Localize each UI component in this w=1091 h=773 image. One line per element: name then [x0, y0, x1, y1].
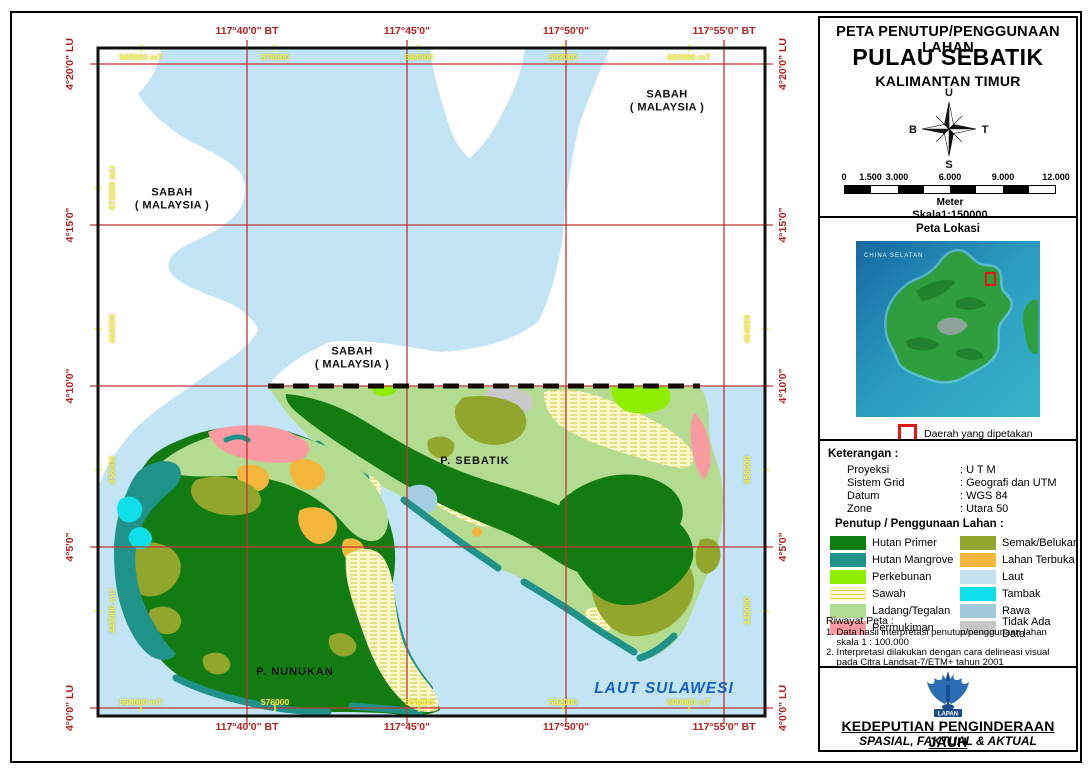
scale-bar-strip: [844, 185, 1056, 194]
compass-rose-icon: U T S B: [909, 87, 989, 171]
legend-swatch: [960, 535, 996, 550]
compass-north: U: [945, 87, 953, 99]
legend-swatch: [830, 603, 866, 618]
lapan-logo-text: LAPAN: [938, 712, 958, 718]
legend-item: Hutan Mangrove: [830, 551, 953, 568]
keterangan-row: Proyeksi : U T M: [847, 464, 996, 476]
scale-tick: 6.000: [938, 172, 962, 182]
scale-tick: 0: [841, 172, 847, 182]
sawah-area: [544, 389, 694, 469]
title-box: PETA PENUTUP/PENGGUNAAN LAHAN PULAU SEBA…: [818, 16, 1078, 222]
legend-item: Permukiman: [830, 619, 953, 636]
legend-swatch: [830, 569, 866, 584]
permukiman-strip: [690, 412, 711, 480]
legend-swatch: [830, 620, 866, 635]
keterangan-row: Datum : WGS 84: [847, 490, 1008, 502]
legend-item: Ladang/Tegalan: [830, 602, 953, 619]
organization-name: KEDEPUTIAN PENGINDERAAN JAUH: [841, 718, 1055, 750]
legend-swatch: [960, 603, 996, 618]
legend-item: Semak/Belukar: [960, 534, 1077, 551]
scale-tick: 12.000: [1042, 172, 1070, 182]
legend-swatch: [830, 552, 866, 567]
legend-item: Lahan Terbuka: [960, 551, 1077, 568]
lapan-logo-icon: LAPAN: [927, 671, 969, 718]
graticule: [90, 40, 773, 724]
scale-tick: 1.500: [859, 172, 882, 182]
legend-item: Perkebunan: [830, 568, 953, 585]
map-frame: [96, 46, 767, 718]
lahan-terbuka-patch: [472, 527, 482, 537]
legend-swatch: [960, 620, 996, 635]
location-map-box: Peta Lokasi CHINA SELATAN Daerah yang di…: [818, 216, 1078, 445]
location-inset-map: CHINA SELATAN: [856, 241, 1040, 417]
landuse-legend-left: Hutan Primer Hutan Mangrove Perkebunan S…: [830, 534, 953, 636]
riwayat-line: pada Citra Landsat-7/ETM+ tahun 2001: [826, 657, 1004, 668]
legend-box: Keterangan : Proyeksi : U T M Sistem Gri…: [818, 439, 1078, 672]
map-region: KALIMANTAN TIMUR: [875, 73, 1021, 89]
keterangan-title: Keterangan :: [828, 448, 899, 460]
scale-bar: 0 1.500 3.000 6.000 9.000 12.000 Meter Skala1…: [841, 172, 1069, 221]
mapped-area-marker: [984, 271, 997, 287]
keterangan-row: Zone : Utara 50: [847, 503, 1009, 515]
scale-unit: Meter: [936, 197, 964, 208]
page-border: [10, 11, 1082, 763]
map-subject: PULAU SEBATIK: [852, 44, 1044, 70]
riwayat-line: skala 1 : 100.000: [826, 637, 909, 648]
legend-swatch: [960, 569, 996, 584]
keterangan-rows: Proyeksi : U T M Sistem Grid : Geografi …: [847, 464, 1067, 516]
hutan-primer: [285, 394, 621, 576]
compass-east: T: [982, 124, 989, 136]
landuse-legend-right: Semak/Belukar Lahan Terbuka Laut Tambak …: [960, 534, 1077, 640]
legend-swatch: [830, 586, 866, 601]
compass-south: S: [945, 159, 952, 171]
nunukan-island: [114, 425, 441, 716]
perkebunan-patch: [611, 386, 671, 414]
scale-ticks: 0 1.500 3.000 6.000 9.000 12.000: [841, 172, 1069, 183]
legend-item: Hutan Primer: [830, 534, 953, 551]
inset-legend-label: Daerah yang dipetakan: [924, 427, 1033, 440]
compass-west: B: [909, 124, 917, 136]
landuse-title: Penutup / Penggunaan Lahan :: [835, 518, 1004, 530]
riwayat-line: 1. Data hasil interpretasi penutup/pengg…: [826, 627, 1047, 638]
scale-tick: 9.000: [991, 172, 1015, 182]
legend-swatch: [960, 586, 996, 601]
tambak-patch: [117, 496, 143, 523]
legend-item: Rawa: [960, 602, 1077, 619]
scale-tick: 3.000: [885, 172, 909, 182]
sulawesi-sliver: [1023, 299, 1038, 355]
organization-tagline: SPASIAL, FAKTUAL & AKTUAL: [859, 734, 1037, 748]
semak-patch: [454, 396, 527, 445]
legend-swatch: [960, 552, 996, 567]
location-map-title: Peta Lokasi: [916, 223, 980, 235]
riwayat-title: Riwayat Peta :: [826, 615, 894, 627]
legend-item: Tambak: [960, 585, 1077, 602]
legend-swatch: [830, 535, 866, 550]
inset-sea-label: CHINA SELATAN: [864, 253, 923, 259]
footer-box: LAPAN KEDEPUTIAN PENGINDERAAN JAUH SPASI…: [818, 666, 1078, 752]
map-title: PETA PENUTUP/PENGGUNAAN LAHAN: [836, 24, 1060, 56]
malaysia-land: [98, 48, 765, 490]
legend-item: Sawah: [830, 585, 953, 602]
keterangan-row: Sistem Grid : Geografi dan UTM: [847, 477, 1057, 489]
legend-item: Laut: [960, 568, 1077, 585]
riwayat-line: 2. Interpretasi dilakukan dengan cara de…: [826, 647, 1050, 658]
legend-item: Tidak Ada Data: [960, 616, 1077, 640]
